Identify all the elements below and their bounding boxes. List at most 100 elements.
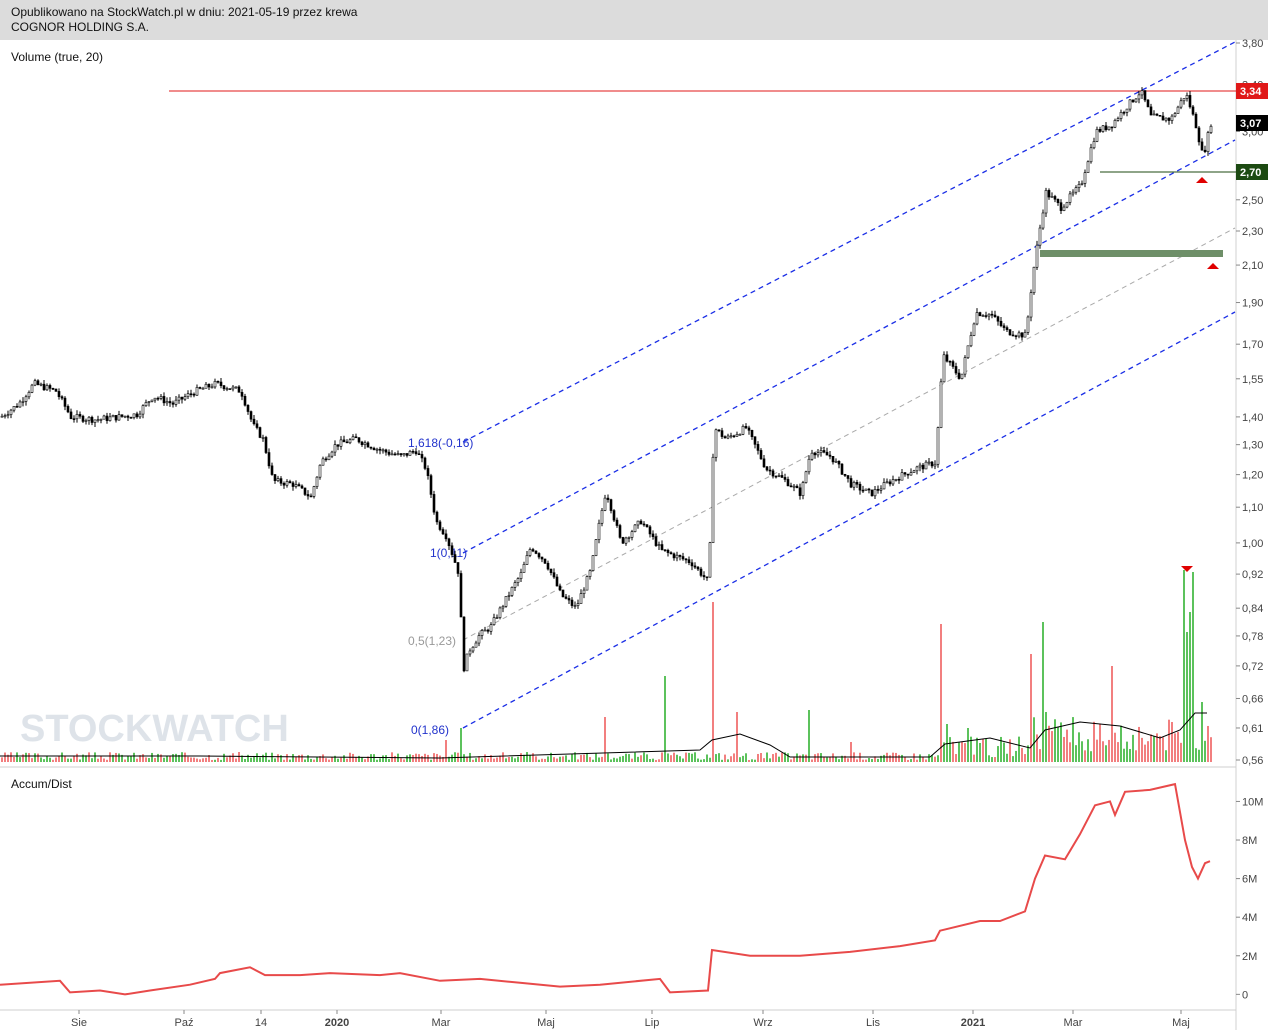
volume-bar [484,754,486,762]
candle-body [519,572,523,579]
volume-bar [991,757,993,762]
candle [9,408,13,419]
volume-bar [103,758,105,762]
volume-bar [208,755,210,762]
volume-bar [706,754,708,762]
candle [360,440,364,447]
volume-bar [1195,748,1197,762]
price-tick-label: 1,40 [1242,412,1263,424]
candle-body [354,436,358,439]
volume-bar [13,756,15,762]
candle [996,315,1000,326]
price-tick: 1,00 [1236,538,1263,550]
volume-bar [421,756,423,762]
candle [60,395,64,401]
volume-bar [1081,741,1083,762]
candle-body [693,565,697,568]
volume-bar [586,752,588,762]
volume-bar [496,757,498,762]
candle-body [960,373,964,379]
candle [1095,126,1099,143]
candle-body [996,316,1000,322]
candle-body [228,388,232,390]
volume-bar [328,759,330,762]
volume-bar [253,755,255,762]
candle [1026,315,1030,335]
volume-bar [79,759,81,762]
price-tick-label: 1,00 [1242,538,1263,550]
candle [414,448,418,456]
volume-bar [1087,739,1089,762]
candle [846,475,850,483]
candle-body [840,463,844,475]
candle [981,314,985,317]
candle [303,487,307,497]
volume-bar [259,757,261,762]
candle [810,449,814,461]
candle-body [57,391,61,397]
candle [738,433,742,436]
candle-body [1161,115,1165,121]
candle-body [1197,127,1201,143]
candle-body [969,335,973,347]
volume-bar [1015,750,1017,762]
candle [969,331,973,348]
volume-bar [1051,731,1053,762]
candle-body [309,495,313,498]
candle-body [264,437,268,453]
candle [150,399,154,403]
candle [168,397,172,407]
volume-bar [502,752,504,762]
candle-body [222,385,226,390]
volume-bars [1,570,1212,762]
channel-midline [462,227,1236,641]
candle [633,523,637,533]
candle-body [588,570,592,577]
candle-body [492,617,496,626]
volume-bar [229,755,231,762]
candle [1143,90,1147,103]
volume-bar [622,755,624,762]
candle [705,576,709,581]
candle [927,458,931,466]
candle-body [576,603,580,606]
candle [603,494,607,512]
candle [1188,91,1192,109]
candle-body [153,397,157,401]
candle [561,589,565,598]
volume-bar [1183,570,1185,762]
volume-bar [814,754,816,762]
candle [567,595,571,604]
resistance-badge-label: 3,34 [1240,86,1262,98]
candle [339,436,343,450]
volume-bar [403,759,405,762]
volume-bar [1018,736,1020,762]
candle-body [462,616,466,672]
accum-dist-tick-label: 8M [1242,835,1257,847]
candle-body [714,429,718,458]
candle [348,438,352,445]
candle-body [486,629,490,632]
volume-bar [652,758,654,762]
candle-body [795,485,799,489]
candle-body [42,383,46,391]
volume-bar [499,755,501,762]
volume-bar [763,758,765,762]
candle [15,403,19,408]
volume-bar [1072,717,1074,762]
candle-body [1083,172,1087,184]
volume-bar [826,757,828,762]
volume-bar [112,754,114,762]
candle-body [864,488,868,491]
candle [480,629,484,640]
candle-body [711,456,715,544]
candle-body [471,646,475,652]
candle-body [1149,106,1153,116]
volume-bar [358,755,360,762]
candle-body [777,475,781,477]
candle-body [429,475,433,495]
candle [1038,224,1042,249]
volume-bar [1054,719,1056,762]
candle-body [594,539,598,556]
candle [1194,112,1198,129]
